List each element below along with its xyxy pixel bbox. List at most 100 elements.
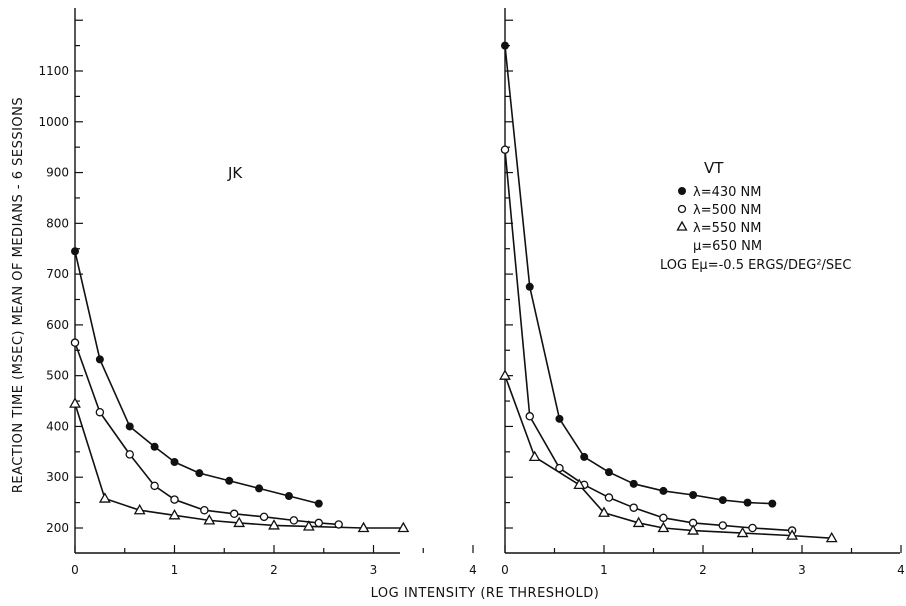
x-tick-label: 3 [370, 563, 378, 577]
data-point-filled-circle [314, 499, 323, 508]
y-tick-label: 900 [46, 166, 69, 180]
data-point-open-circle [150, 481, 159, 491]
data-point-filled-circle [555, 414, 564, 423]
data-point-filled-circle [284, 492, 293, 501]
data-point-filled-circle [768, 499, 777, 508]
series-lines-layer [74, 45, 832, 539]
y-tick-label: 700 [46, 267, 69, 281]
x-tick-label: 2 [699, 563, 707, 577]
data-point-filled-circle [689, 490, 698, 499]
x-axis-title: LOG INTENSITY (RE THRESHOLD) [371, 586, 600, 601]
x-tick-label: 4 [897, 563, 905, 577]
data-point-open-circle [200, 505, 209, 515]
x-tick-label: 4 [469, 563, 477, 577]
data-point-open-triangle [598, 506, 610, 517]
data-point-filled-circle [659, 486, 668, 495]
data-point-filled-circle [170, 457, 179, 466]
legend-entry-650: μ=650 NM [693, 239, 762, 254]
data-point-open-circle [525, 412, 535, 421]
data-point-filled-circle [580, 452, 589, 461]
x-tick-label: 2 [270, 563, 278, 577]
data-point-filled-circle [501, 41, 509, 50]
data-point-open-triangle [528, 450, 541, 462]
x-tick-label: 3 [798, 563, 806, 577]
data-point-filled-circle [718, 496, 727, 505]
data-point-open-circle [70, 338, 80, 347]
data-point-open-circle [259, 512, 269, 522]
data-point-open-triangle [268, 519, 280, 530]
data-point-open-triangle [736, 526, 749, 538]
panel-label-vt: VT [704, 159, 724, 177]
data-point-open-circle [629, 503, 638, 512]
data-point-filled-circle [629, 479, 638, 488]
data-point-open-triangle [357, 521, 370, 533]
series-line-open-triangle [504, 375, 832, 539]
data-point-open-triangle [233, 516, 246, 528]
data-point-open-circle [95, 407, 105, 417]
data-markers-layer [69, 41, 838, 543]
data-point-filled-circle [255, 484, 264, 493]
data-point-open-triangle [397, 521, 410, 533]
legend-marker-open-circle [677, 204, 687, 214]
legend-marker-filled-circle [678, 187, 686, 195]
y-tick-label: 300 [46, 470, 69, 484]
data-point-open-circle [229, 509, 239, 519]
x-tick-label: 1 [600, 563, 608, 577]
y-tick-label: 800 [46, 216, 69, 230]
data-point-filled-circle [95, 355, 104, 364]
data-point-open-circle [604, 493, 614, 502]
data-point-open-circle [334, 520, 343, 529]
data-point-open-circle [748, 523, 757, 533]
series-line-open-triangle [74, 403, 404, 529]
x-tick-label: 0 [71, 563, 79, 577]
legend-entry-energy: LOG Eμ=-0.5 ERGS/DEG²/SEC [660, 258, 851, 273]
x-tick-label: 0 [501, 563, 509, 577]
data-point-filled-circle [125, 422, 134, 431]
data-point-open-triangle [632, 516, 645, 528]
data-point-open-circle [289, 516, 299, 525]
data-point-open-triangle [499, 369, 511, 380]
data-point-open-triangle [573, 478, 586, 489]
legend-entry-430: λ=430 NM [693, 185, 761, 200]
data-point-open-circle [659, 513, 668, 523]
data-point-open-triangle [657, 521, 670, 533]
y-axis-title: REACTION TIME (MSEC) MEAN OF MEDIANS - 6… [11, 97, 26, 493]
data-point-filled-circle [225, 476, 234, 485]
data-point-filled-circle [71, 247, 79, 256]
series-line-filled-circle [74, 251, 319, 505]
data-point-filled-circle [150, 442, 159, 451]
data-point-filled-circle [604, 468, 613, 477]
series-line-open-circle [74, 342, 339, 526]
legend-entry-550: λ=550 NM [693, 221, 761, 236]
y-tick-label: 1100 [38, 64, 69, 78]
data-point-open-triangle [69, 397, 81, 408]
y-tick-label: 200 [46, 521, 69, 535]
legend-marker-open-triangle [676, 220, 688, 231]
data-point-filled-circle [743, 498, 752, 507]
data-point-open-circle [500, 145, 510, 154]
data-point-open-triangle [133, 503, 146, 515]
data-point-open-triangle [687, 524, 700, 535]
axes-layer: 200 300 400 500 600 700 800 900 1000 1100 0 1 2 3 4 0 1 2… [38, 8, 905, 577]
legend-entry-500: λ=500 NM [693, 203, 761, 218]
data-point-open-circle [555, 463, 564, 473]
legend: λ=430 NM λ=500 NM λ=550 NM μ=650 NM LOG … [660, 185, 851, 273]
data-point-open-triangle [168, 508, 181, 520]
data-point-filled-circle [195, 469, 204, 478]
data-point-open-triangle [302, 520, 315, 531]
y-tick-label: 500 [46, 369, 69, 383]
panel-label-jk: JK [227, 164, 243, 182]
x-tick-label: 1 [171, 563, 179, 577]
data-point-open-triangle [98, 492, 111, 503]
data-point-open-triangle [825, 531, 838, 543]
data-point-open-triangle [786, 529, 799, 540]
data-point-open-circle [314, 518, 324, 528]
y-tick-label: 1000 [38, 115, 69, 129]
y-tick-label: 600 [46, 318, 69, 332]
data-point-filled-circle [525, 282, 534, 291]
data-point-open-circle [125, 450, 134, 459]
y-tick-label: 400 [46, 419, 69, 433]
series-line-filled-circle [504, 45, 773, 505]
data-point-open-triangle [203, 514, 216, 525]
